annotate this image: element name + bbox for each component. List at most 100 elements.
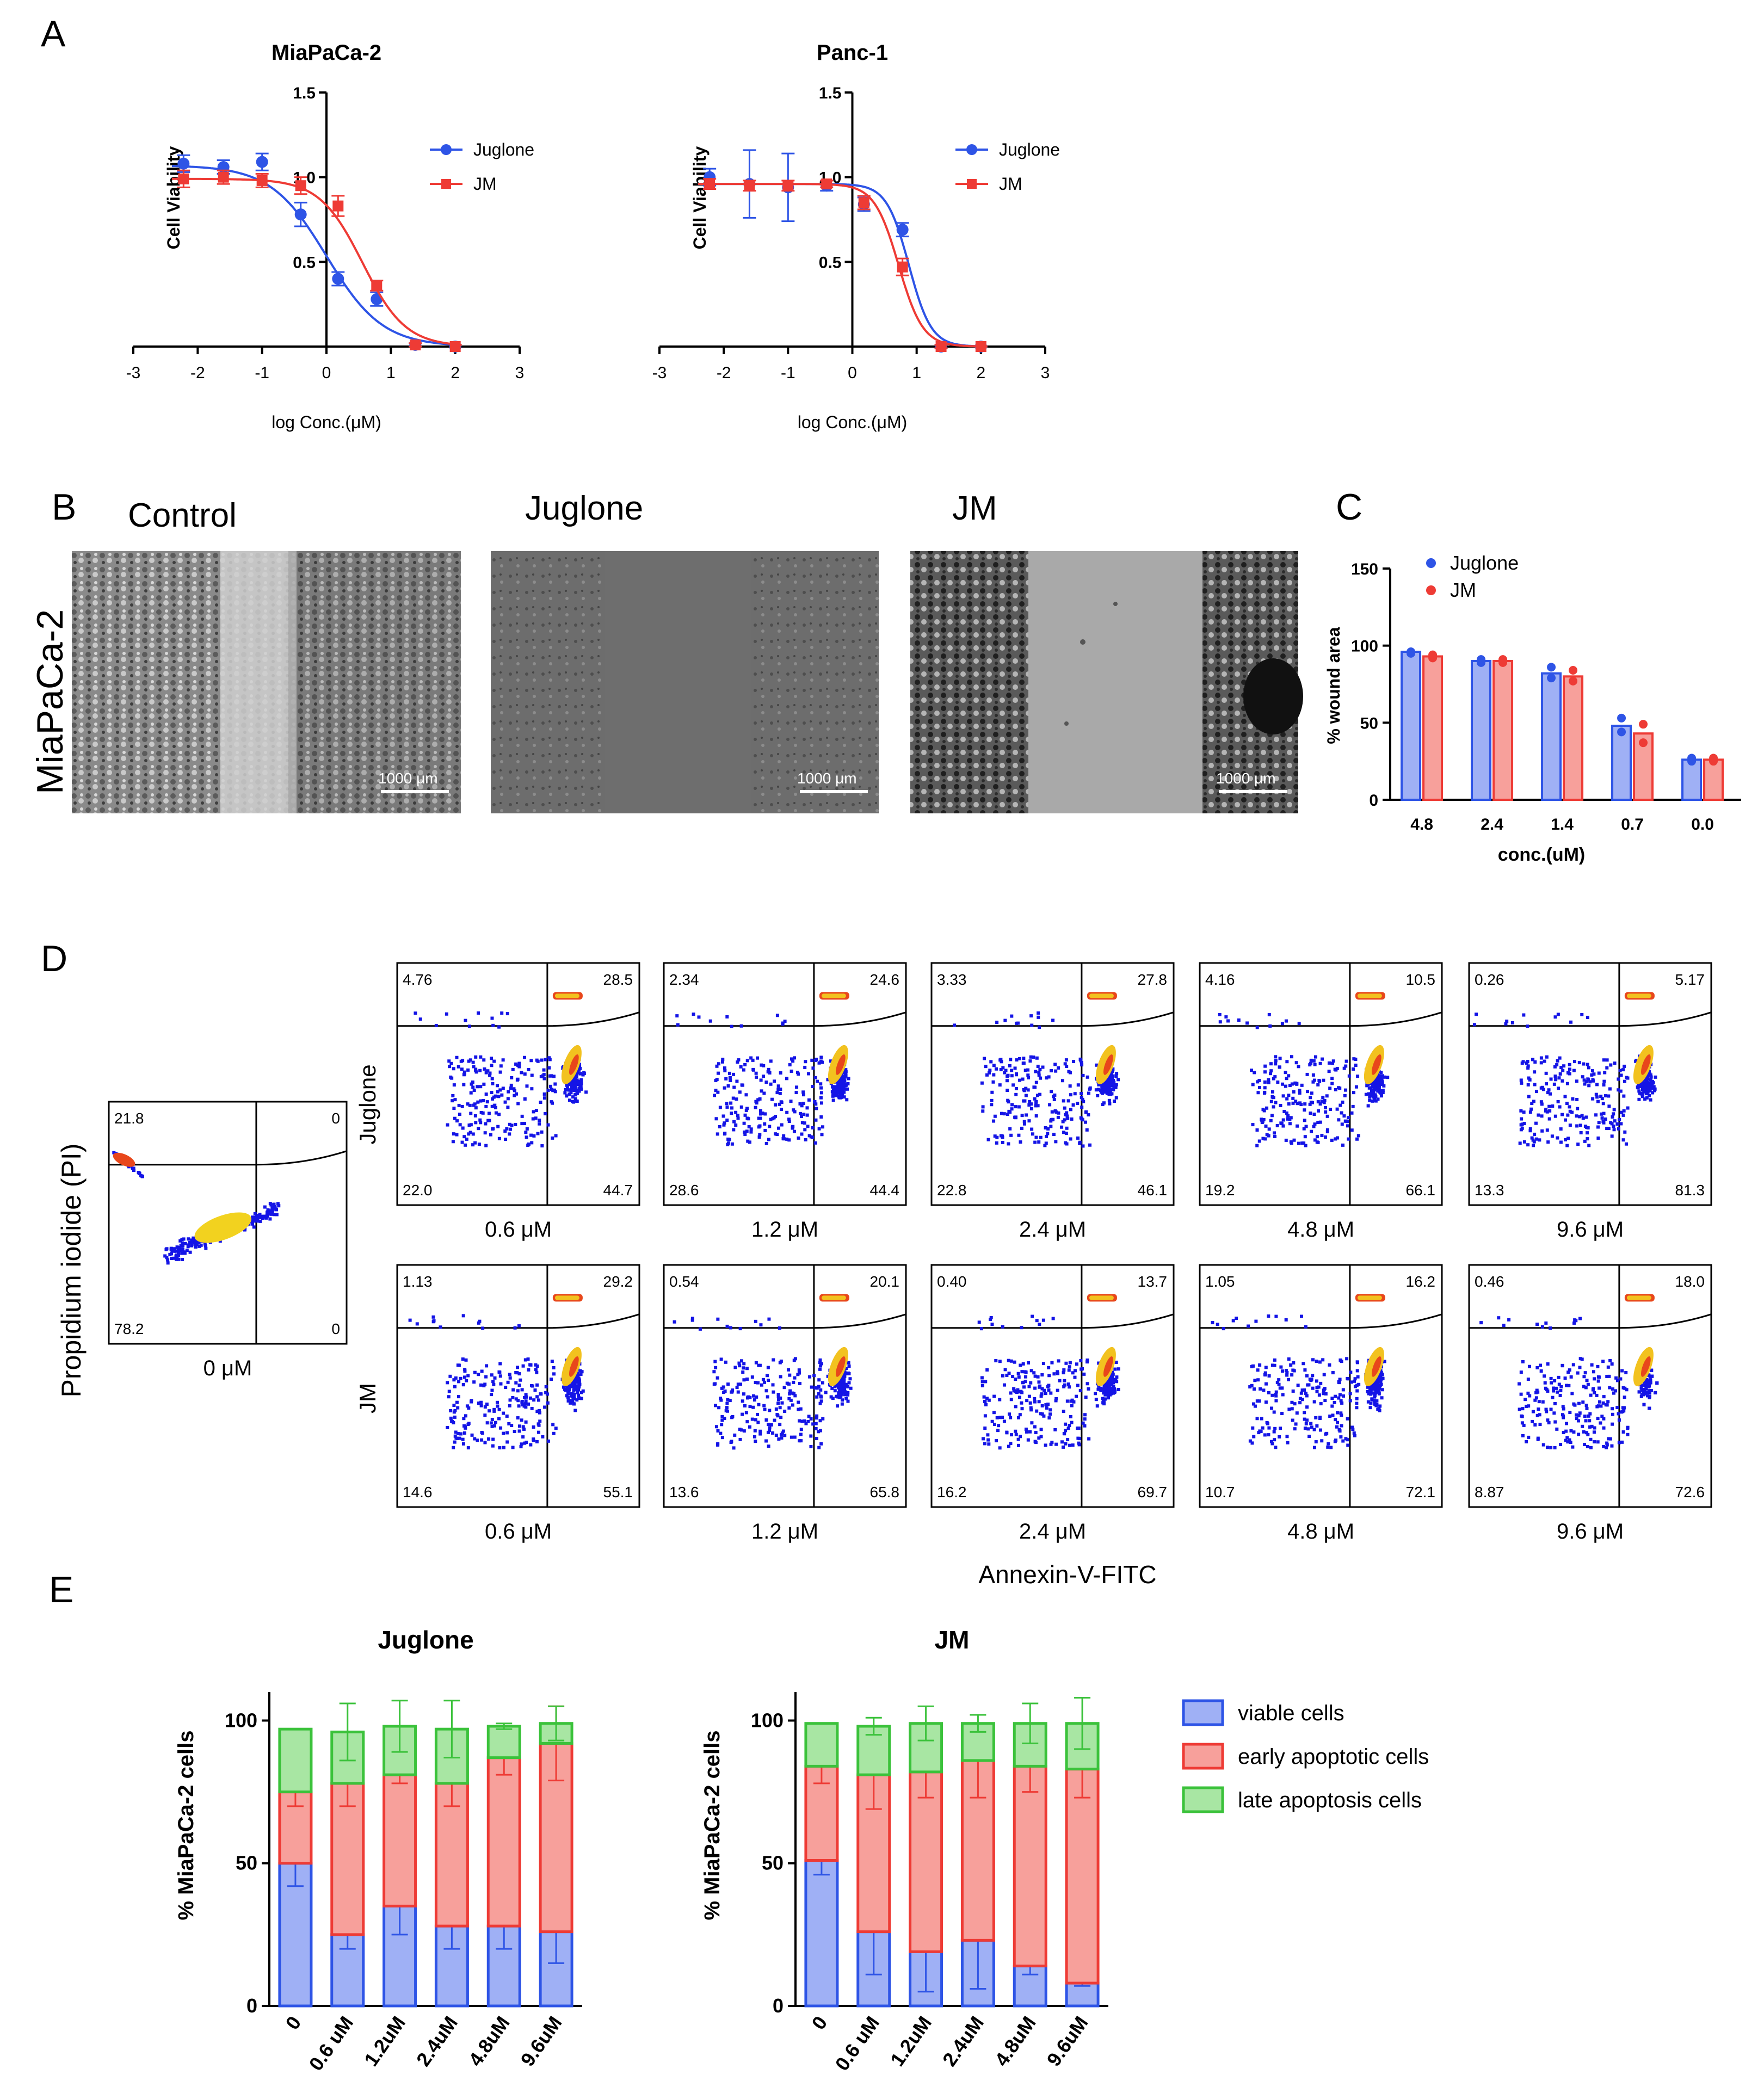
event-dot bbox=[1053, 1109, 1057, 1113]
event-dot bbox=[816, 1079, 819, 1083]
event-dot bbox=[1373, 1093, 1377, 1097]
event-dot bbox=[1607, 1104, 1611, 1108]
event-dot bbox=[1258, 1363, 1262, 1367]
event-dot bbox=[1108, 1079, 1112, 1083]
event-dot bbox=[1373, 1083, 1377, 1087]
event-dot bbox=[1592, 1072, 1596, 1076]
event-dot bbox=[833, 1389, 837, 1393]
event-dot bbox=[1001, 1066, 1005, 1070]
data-point-juglone bbox=[896, 224, 909, 236]
event-dot bbox=[168, 1252, 172, 1256]
event-dot bbox=[1264, 1382, 1268, 1386]
event-dot bbox=[842, 1390, 846, 1393]
event-dot bbox=[1263, 1080, 1267, 1084]
event-dot bbox=[498, 1446, 502, 1450]
event-dot bbox=[575, 1099, 578, 1103]
event-dot bbox=[1273, 1075, 1277, 1079]
event-dot bbox=[1347, 1137, 1350, 1141]
event-dot bbox=[573, 1379, 577, 1383]
event-dot bbox=[1033, 1386, 1037, 1390]
event-dot bbox=[1545, 1055, 1549, 1059]
event-dot bbox=[1596, 1136, 1600, 1140]
event-dot bbox=[524, 1420, 528, 1424]
event-dot bbox=[1020, 1114, 1024, 1117]
event-dot bbox=[718, 1397, 722, 1400]
density-hotspot bbox=[835, 1356, 846, 1377]
event-dot bbox=[1587, 1084, 1591, 1088]
event-dot bbox=[1549, 1407, 1553, 1411]
event-dot bbox=[725, 1406, 729, 1410]
event-dot bbox=[552, 1431, 556, 1435]
event-dot bbox=[840, 1095, 843, 1099]
event-dot bbox=[504, 1138, 508, 1141]
event-dot bbox=[716, 1442, 720, 1446]
event-dot bbox=[451, 1094, 455, 1097]
event-dot bbox=[815, 1395, 819, 1399]
event-dot bbox=[1366, 1104, 1370, 1108]
event-dot bbox=[819, 1362, 823, 1366]
event-dot bbox=[577, 1081, 581, 1085]
event-dot bbox=[815, 1107, 818, 1110]
event-dot bbox=[1649, 1378, 1652, 1382]
event-dot bbox=[277, 1204, 281, 1208]
event-dot bbox=[1108, 1380, 1112, 1384]
event-dot bbox=[191, 1240, 195, 1244]
event-dot bbox=[798, 1102, 802, 1106]
event-dot bbox=[508, 1127, 512, 1131]
event-dot bbox=[1368, 1406, 1372, 1410]
event-dot bbox=[1033, 1097, 1037, 1101]
event-dot bbox=[1325, 1431, 1329, 1435]
event-dot bbox=[1652, 1089, 1656, 1092]
event-dot bbox=[1027, 1385, 1031, 1388]
event-dot bbox=[1604, 1403, 1608, 1407]
event-dot bbox=[584, 1090, 588, 1094]
event-dot bbox=[1066, 1382, 1070, 1386]
event-dot bbox=[1062, 1368, 1066, 1372]
event-dot bbox=[1641, 1095, 1645, 1098]
event-dot bbox=[544, 1058, 547, 1061]
event-dot bbox=[1309, 1096, 1312, 1100]
event-dot bbox=[268, 1212, 272, 1216]
event-dot bbox=[1304, 1325, 1307, 1329]
x-tick-label: 1.2uM bbox=[886, 2012, 936, 2070]
event-dot bbox=[772, 1390, 775, 1394]
x-axis-label: log Conc.(μM) bbox=[272, 412, 381, 432]
event-dot bbox=[1251, 1083, 1255, 1086]
event-dot bbox=[754, 1381, 757, 1385]
event-dot bbox=[1365, 1084, 1369, 1088]
event-dot bbox=[795, 1071, 799, 1075]
event-dot bbox=[1068, 1385, 1071, 1389]
event-dot bbox=[788, 1389, 792, 1393]
event-dot bbox=[761, 1075, 765, 1078]
event-dot bbox=[1312, 1428, 1316, 1431]
event-dot bbox=[738, 1428, 742, 1431]
event-dot bbox=[1318, 1360, 1322, 1364]
event-dot bbox=[751, 1068, 755, 1072]
event-dot bbox=[997, 1424, 1001, 1428]
bar-juglone bbox=[1681, 758, 1703, 801]
data-point-jm bbox=[821, 178, 832, 190]
event-dot bbox=[1291, 1389, 1295, 1393]
event-dot bbox=[747, 1125, 751, 1129]
event-dot bbox=[1610, 1362, 1614, 1366]
event-dot bbox=[720, 1423, 724, 1427]
event-dot bbox=[1639, 1386, 1643, 1390]
event-dot bbox=[1366, 1385, 1370, 1389]
event-dot bbox=[1303, 1135, 1307, 1139]
event-dot bbox=[1080, 1061, 1083, 1065]
event-dot bbox=[1070, 1404, 1074, 1407]
event-dot bbox=[548, 1058, 552, 1061]
event-dot bbox=[177, 1254, 181, 1257]
event-dot bbox=[1613, 1119, 1617, 1123]
event-dot bbox=[1583, 1139, 1587, 1143]
event-dot bbox=[1547, 1104, 1551, 1108]
panel-d-flow-cytometry: Propidium iodide (PI) Juglone JM Annexin… bbox=[56, 962, 1712, 1589]
event-dot bbox=[1296, 1384, 1300, 1387]
event-dot bbox=[517, 1372, 521, 1376]
event-dot bbox=[819, 1399, 823, 1403]
event-dot bbox=[1063, 1106, 1066, 1110]
event-dot bbox=[1084, 1396, 1088, 1399]
event-dot bbox=[1076, 1427, 1080, 1430]
event-dot bbox=[449, 1409, 453, 1413]
event-dot bbox=[1037, 1073, 1041, 1077]
